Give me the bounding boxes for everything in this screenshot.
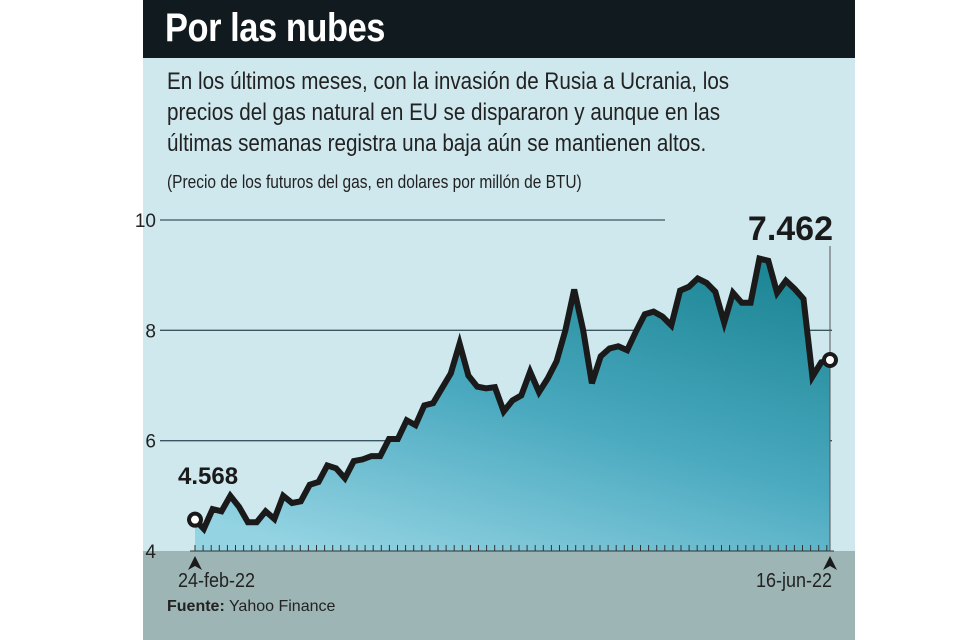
end-arrow-icon <box>823 556 837 570</box>
chart-subtitle: (Precio de los futuros del gas, en dolar… <box>167 172 582 192</box>
price-line <box>192 254 831 535</box>
description-line: últimas semanas registra una baja aún se… <box>167 130 707 157</box>
end-point-marker <box>822 352 838 369</box>
y-tick-label: 6 <box>145 432 156 453</box>
description-line: precios del gas natural en EU se dispara… <box>167 99 721 126</box>
x-axis-band <box>143 551 855 640</box>
y-tick-label: 8 <box>145 321 156 342</box>
end-value-label: 7.462 <box>748 210 833 248</box>
start-arrow-icon <box>188 556 202 570</box>
y-tick-label: 10 <box>135 211 156 232</box>
chart-title: Por las nubes <box>165 6 385 50</box>
start-value-label: 4.568 <box>178 463 238 490</box>
source-note: Fuente: Yahoo Finance <box>167 598 335 616</box>
title-bar <box>143 0 855 58</box>
description-line: En los últimos meses, con la invasión de… <box>167 68 730 95</box>
source-name: Yahoo Finance <box>228 598 336 615</box>
x-start-label: 24-feb-22 <box>178 570 256 592</box>
y-tick-label: 4 <box>145 542 156 563</box>
x-end-label: 16-jun-22 <box>756 570 833 592</box>
start-point-marker <box>187 511 203 528</box>
source-label: Fuente: <box>167 598 225 615</box>
